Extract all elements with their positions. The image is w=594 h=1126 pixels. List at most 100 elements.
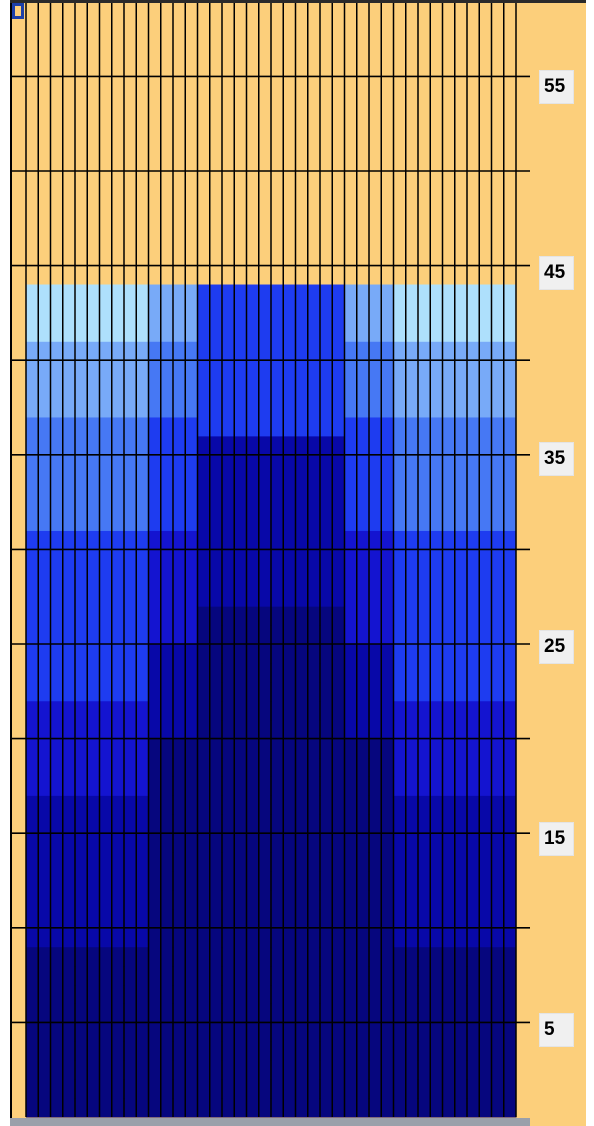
grid-cell (271, 492, 284, 513)
grid-cell (479, 1022, 492, 1042)
grid-cell (320, 927, 333, 948)
grid-cell (442, 416, 456, 437)
grid-cell (160, 908, 174, 929)
grid-cell (209, 435, 223, 456)
grid-cell (344, 662, 358, 683)
grid-cell (173, 965, 186, 986)
grid-cell (87, 795, 100, 815)
grid-cell (26, 757, 39, 777)
grid-cell (381, 416, 394, 437)
grid-plot-area[interactable] (10, 3, 530, 1121)
grid-cell (87, 511, 100, 531)
grid-cell (160, 1079, 174, 1099)
grid-cell (197, 549, 211, 569)
grid-cell (136, 719, 149, 740)
grid-cell (393, 984, 407, 1004)
grid-cell (258, 511, 272, 531)
grid-cell (160, 606, 174, 626)
grid-cell (222, 587, 235, 607)
grid-cell (209, 776, 223, 796)
grid-cell (160, 681, 174, 702)
grid-cell (381, 871, 394, 891)
grid-cell (124, 625, 137, 645)
grid-cell (393, 833, 407, 853)
grid-cell (491, 1041, 505, 1061)
grid-cell (454, 700, 468, 721)
grid-cell (222, 776, 235, 796)
grid-cell (124, 1041, 137, 1061)
grid-cell (271, 852, 284, 872)
grid-cell (503, 814, 517, 834)
grid-cell (320, 681, 333, 702)
grid-cell (26, 511, 39, 531)
grid-cell (356, 530, 370, 550)
grid-cell (454, 454, 468, 475)
grid-cell (295, 1022, 309, 1042)
grid-cell (381, 852, 394, 872)
grid-cell (320, 871, 333, 891)
grid-cell (148, 908, 162, 929)
grid-cell (369, 284, 382, 304)
grid-cell (50, 303, 64, 323)
grid-cell (332, 1003, 345, 1023)
grid-cell (405, 454, 419, 475)
grid-cell (393, 435, 407, 456)
grid-cell (491, 644, 505, 664)
grid-cell (124, 398, 137, 418)
grid-cell (381, 795, 394, 815)
grid-cell (344, 776, 358, 796)
grid-cell (283, 625, 296, 645)
grid-cell (344, 889, 358, 910)
grid-cell (381, 360, 394, 380)
grid-cell (467, 492, 480, 513)
grid-cell (185, 416, 198, 437)
bottom-scrollbar[interactable] (10, 1118, 530, 1126)
grid-cell (222, 965, 235, 986)
grid-cell (160, 398, 174, 418)
grid-cell (295, 1098, 309, 1118)
grid-cell (503, 1079, 517, 1099)
grid-cell (369, 1079, 382, 1099)
grid-cell (173, 625, 186, 645)
grid-cell (491, 927, 505, 948)
grid-cell (258, 473, 272, 494)
grid-cell (320, 473, 333, 494)
grid-cell (442, 946, 456, 967)
grid-cell (234, 908, 247, 929)
grid-cell (467, 719, 480, 740)
grid-cell (344, 814, 358, 834)
grid-cell (258, 284, 272, 304)
grid-cell (418, 871, 431, 891)
grid-cell (62, 681, 76, 702)
grid-cell (381, 473, 394, 494)
grid-cell (307, 435, 321, 456)
grid-cell (136, 984, 149, 1004)
grid-cell (295, 568, 309, 588)
grid-cell (295, 303, 309, 323)
grid-cell (209, 700, 223, 721)
grid-cell (418, 984, 431, 1004)
grid-cell (258, 568, 272, 588)
grid-cell (173, 530, 186, 550)
grid-cell (62, 606, 76, 626)
grid-cell (418, 738, 431, 759)
grid-cell (258, 776, 272, 796)
grid-cell (332, 1098, 345, 1118)
grid-cell (62, 965, 76, 986)
grid-cell (222, 927, 235, 948)
grid-cell (234, 303, 247, 323)
grid-cell (62, 833, 76, 853)
grid-cell (197, 1022, 211, 1042)
grid-cell (479, 360, 492, 380)
grid-cell (381, 530, 394, 550)
grid-cell (332, 322, 345, 342)
grid-cell (209, 1041, 223, 1061)
grid-cell (246, 303, 260, 323)
grid-cell (111, 1041, 125, 1061)
grid-cell (136, 1098, 149, 1118)
grid-cell (369, 1060, 382, 1080)
grid-cell (246, 322, 260, 342)
selection-marker-icon[interactable] (12, 3, 24, 19)
grid-cell (148, 1003, 162, 1023)
grid-cell (393, 738, 407, 759)
